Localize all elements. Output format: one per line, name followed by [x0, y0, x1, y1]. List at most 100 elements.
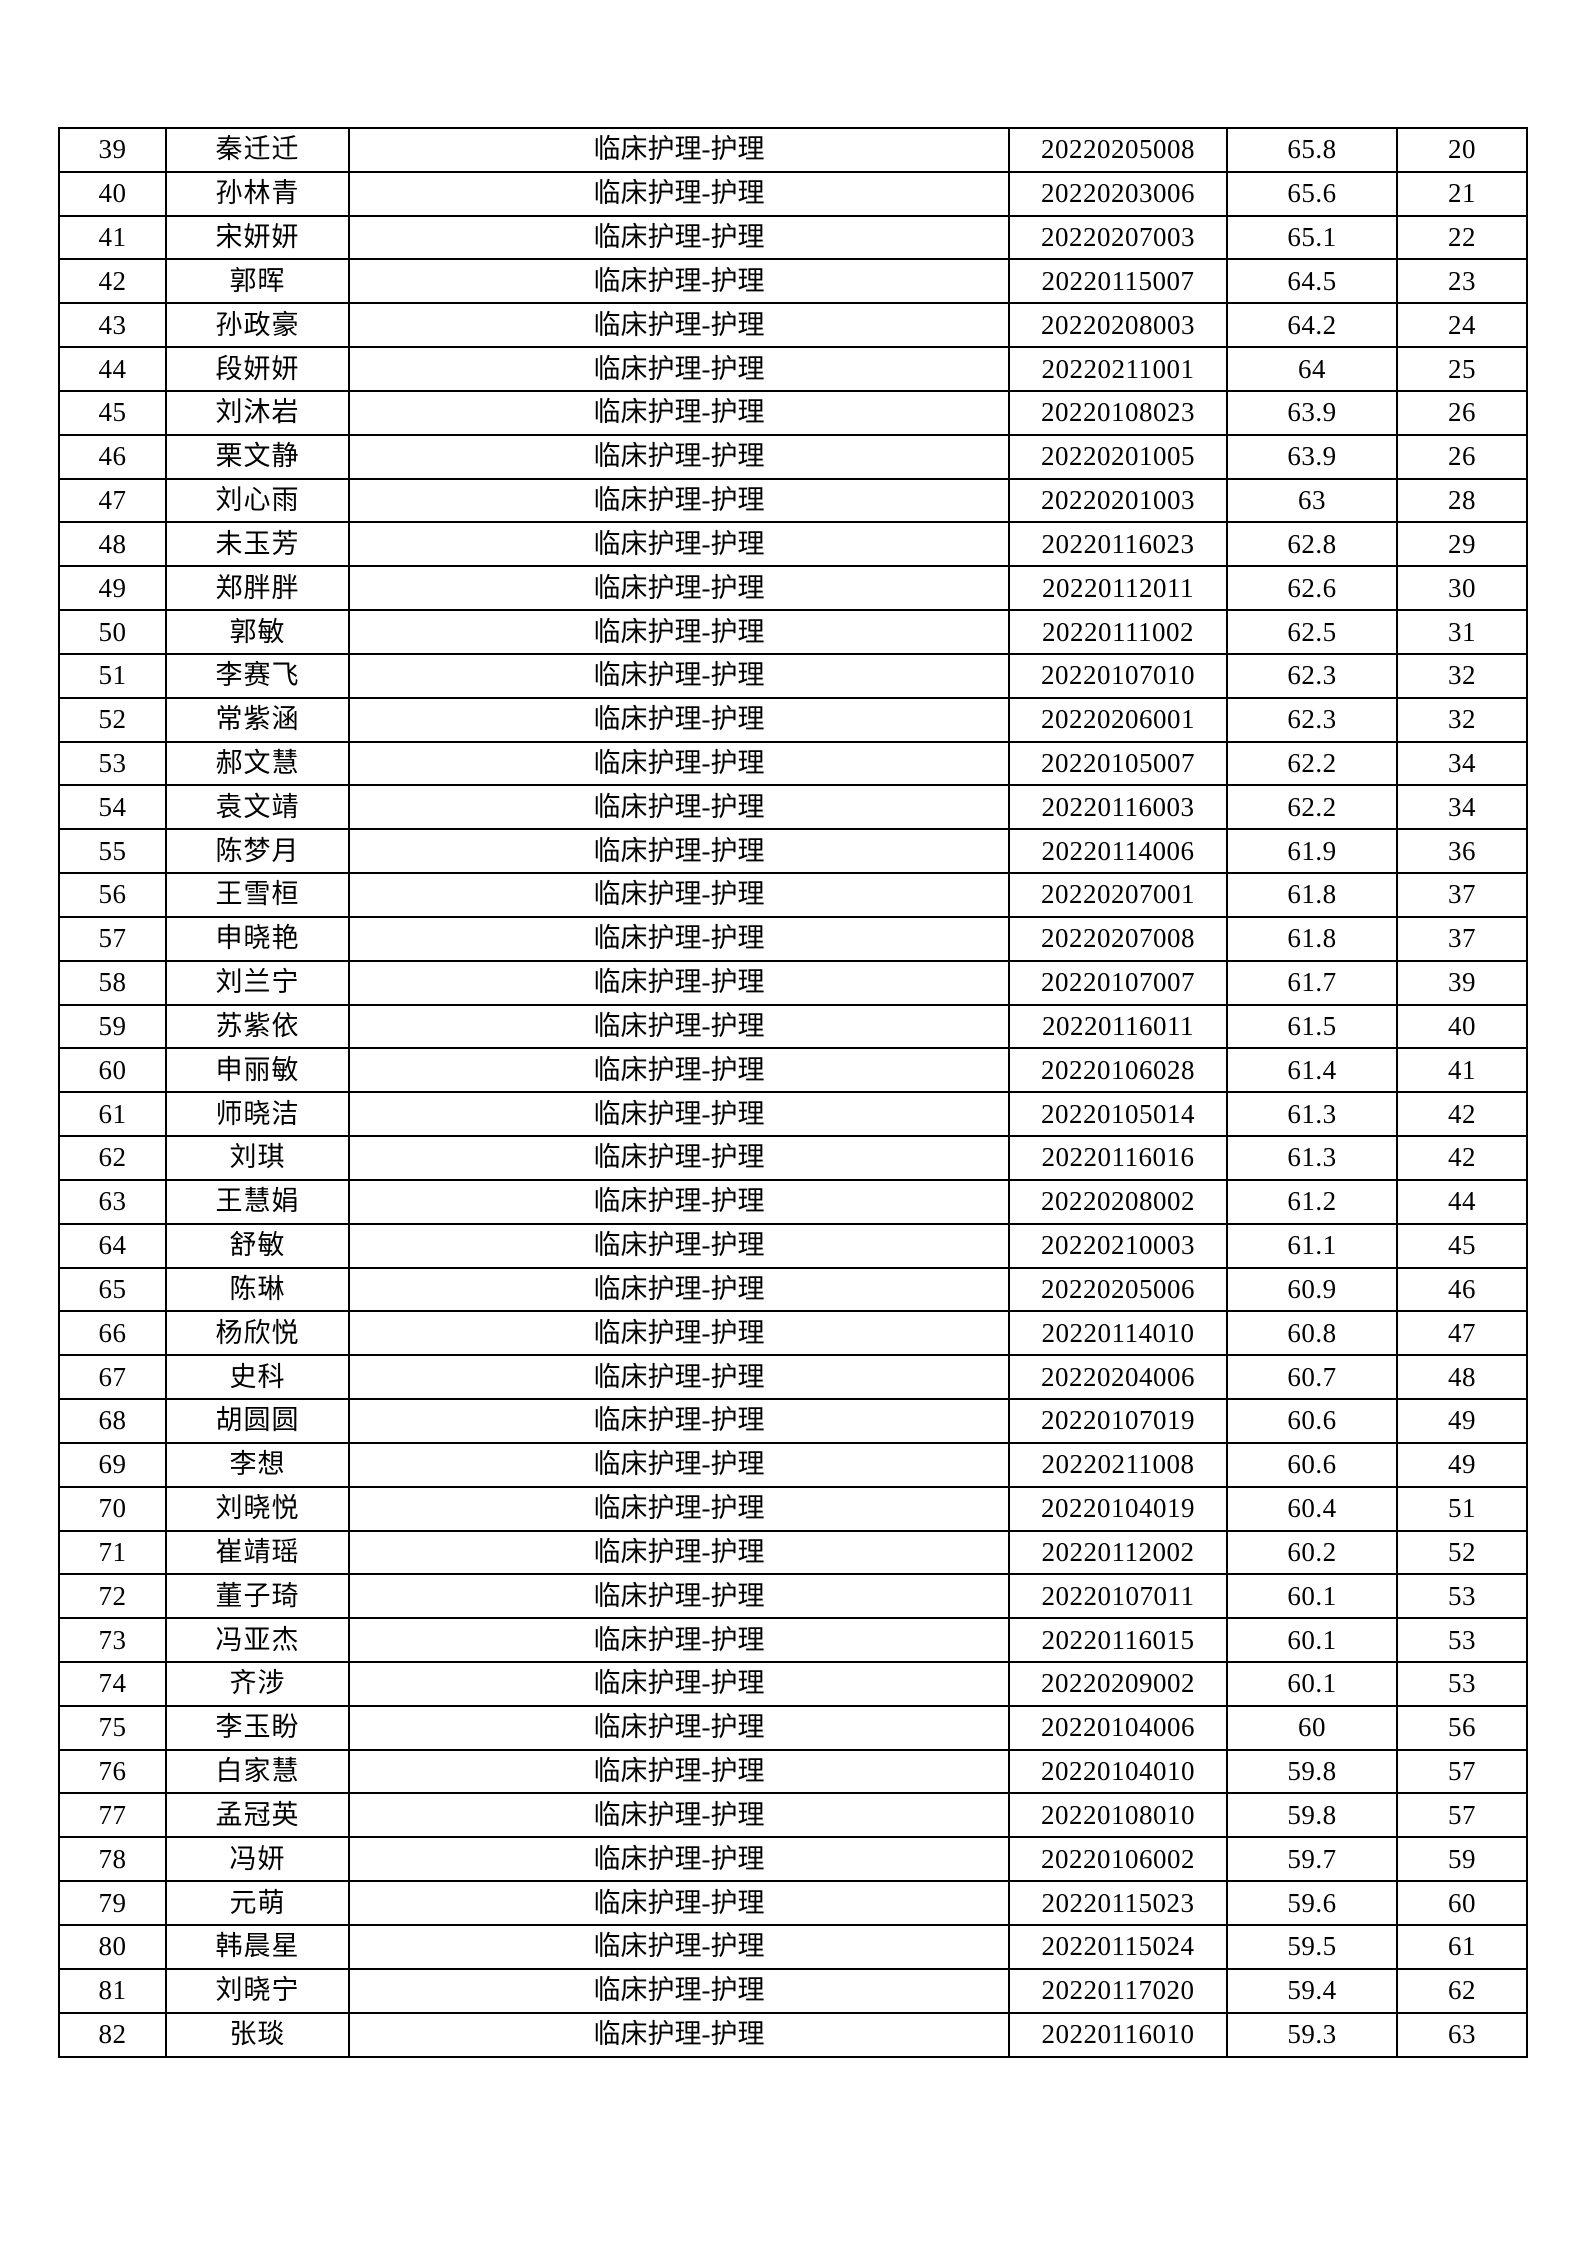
cell-no: 48: [58, 521, 167, 568]
cell-name: 孙政豪: [165, 302, 350, 349]
cell-position: 临床护理-护理: [348, 214, 1010, 261]
table-row: 41 宋妍妍 临床护理-护理 20220207003 65.1 22: [58, 214, 1528, 261]
cell-score: 64.2: [1226, 302, 1398, 349]
cell-name: 张琰: [165, 2011, 350, 2059]
cell-score: 61.5: [1226, 1003, 1398, 1050]
cell-no: 46: [58, 433, 167, 480]
cell-score: 61.4: [1226, 1047, 1398, 1094]
cell-no: 71: [58, 1529, 167, 1576]
cell-name: 申丽敏: [165, 1047, 350, 1094]
cell-exam-no: 20220106028: [1008, 1047, 1228, 1094]
cell-rank: 44: [1396, 1178, 1528, 1225]
cell-rank: 30: [1396, 565, 1528, 612]
cell-rank: 60: [1396, 1880, 1528, 1926]
cell-no: 61: [58, 1091, 167, 1138]
cell-name: 齐涉: [165, 1660, 350, 1707]
cell-rank: 34: [1396, 784, 1528, 831]
cell-score: 61.7: [1226, 959, 1398, 1006]
cell-rank: 52: [1396, 1529, 1528, 1576]
cell-name: 秦迁迁: [165, 127, 350, 173]
table-row: 74 齐涉 临床护理-护理 20220209002 60.1 53: [58, 1660, 1528, 1707]
cell-position: 临床护理-护理: [348, 1704, 1010, 1751]
cell-name: 白家慧: [165, 1748, 350, 1795]
cell-no: 57: [58, 915, 167, 962]
cell-no: 66: [58, 1310, 167, 1357]
cell-exam-no: 20220201003: [1008, 477, 1228, 524]
cell-score: 60.2: [1226, 1529, 1398, 1576]
cell-rank: 37: [1396, 872, 1528, 918]
table-row: 44 段妍妍 临床护理-护理 20220211001 64 25: [58, 346, 1528, 392]
cell-rank: 53: [1396, 1573, 1528, 1620]
cell-no: 52: [58, 696, 167, 743]
table-row: 68 胡圆圆 临床护理-护理 20220107019 60.6 49: [58, 1398, 1528, 1444]
cell-no: 76: [58, 1748, 167, 1795]
cell-position: 临床护理-护理: [348, 959, 1010, 1006]
cell-exam-no: 20220108010: [1008, 1792, 1228, 1839]
cell-position: 临床护理-护理: [348, 1310, 1010, 1357]
cell-score: 61.3: [1226, 1135, 1398, 1181]
cell-score: 62.3: [1226, 696, 1398, 743]
cell-exam-no: 20220104010: [1008, 1748, 1228, 1795]
table-row: 69 李想 临床护理-护理 20220211008 60.6 49: [58, 1441, 1528, 1488]
cell-name: 董子琦: [165, 1573, 350, 1620]
cell-position: 临床护理-护理: [348, 1836, 1010, 1883]
cell-rank: 49: [1396, 1398, 1528, 1444]
cell-name: 段妍妍: [165, 346, 350, 392]
table-row: 63 王慧娟 临床护理-护理 20220208002 61.2 44: [58, 1178, 1528, 1225]
cell-exam-no: 20220207003: [1008, 214, 1228, 261]
cell-name: 袁文靖: [165, 784, 350, 831]
cell-name: 陈梦月: [165, 828, 350, 875]
cell-no: 81: [58, 1967, 167, 2014]
table-row: 58 刘兰宁 临床护理-护理 20220107007 61.7 39: [58, 959, 1528, 1006]
cell-exam-no: 20220207001: [1008, 872, 1228, 918]
cell-no: 77: [58, 1792, 167, 1839]
cell-position: 临床护理-护理: [348, 1222, 1010, 1269]
cell-exam-no: 20220114010: [1008, 1310, 1228, 1357]
cell-position: 临床护理-护理: [348, 1485, 1010, 1532]
cell-exam-no: 20220108023: [1008, 389, 1228, 436]
table-row: 47 刘心雨 临床护理-护理 20220201003 63 28: [58, 477, 1528, 524]
cell-exam-no: 20220117020: [1008, 1967, 1228, 2014]
cell-rank: 26: [1396, 433, 1528, 480]
table-row: 66 杨欣悦 临床护理-护理 20220114010 60.8 47: [58, 1310, 1528, 1357]
table-row: 39 秦迁迁 临床护理-护理 20220205008 65.8 20: [58, 127, 1528, 173]
table-row: 54 袁文靖 临床护理-护理 20220116003 62.2 34: [58, 784, 1528, 831]
cell-score: 62.3: [1226, 652, 1398, 699]
cell-name: 未玉芳: [165, 521, 350, 568]
score-ranking-table: 39 秦迁迁 临床护理-护理 20220205008 65.8 20 40 孙林青 临床护理-护…: [58, 127, 1528, 2059]
cell-no: 39: [58, 127, 167, 173]
cell-score: 61.8: [1226, 915, 1398, 962]
cell-score: 60.1: [1226, 1573, 1398, 1620]
cell-position: 临床护理-护理: [348, 696, 1010, 743]
cell-position: 临床护理-护理: [348, 433, 1010, 480]
cell-name: 李想: [165, 1441, 350, 1488]
cell-position: 临床护理-护理: [348, 1792, 1010, 1839]
cell-name: 冯亚杰: [165, 1617, 350, 1663]
table-row: 45 刘沐岩 临床护理-护理 20220108023 63.9 26: [58, 389, 1528, 436]
cell-exam-no: 20220204006: [1008, 1354, 1228, 1401]
cell-no: 63: [58, 1178, 167, 1225]
cell-exam-no: 20220107010: [1008, 652, 1228, 699]
cell-score: 60.6: [1226, 1441, 1398, 1488]
cell-rank: 57: [1396, 1792, 1528, 1839]
cell-name: 郝文慧: [165, 740, 350, 787]
cell-score: 59.6: [1226, 1880, 1398, 1926]
cell-position: 临床护理-护理: [348, 1748, 1010, 1795]
cell-no: 56: [58, 872, 167, 918]
cell-score: 60: [1226, 1704, 1398, 1751]
cell-exam-no: 20220104006: [1008, 1704, 1228, 1751]
cell-no: 49: [58, 565, 167, 612]
cell-rank: 49: [1396, 1441, 1528, 1488]
cell-exam-no: 20220115023: [1008, 1880, 1228, 1926]
table-row: 53 郝文慧 临床护理-护理 20220105007 62.2 34: [58, 740, 1528, 787]
cell-rank: 63: [1396, 2011, 1528, 2059]
cell-no: 43: [58, 302, 167, 349]
cell-rank: 28: [1396, 477, 1528, 524]
cell-position: 临床护理-护理: [348, 740, 1010, 787]
cell-rank: 53: [1396, 1617, 1528, 1663]
cell-name: 陈琳: [165, 1266, 350, 1313]
cell-score: 60.4: [1226, 1485, 1398, 1532]
cell-no: 79: [58, 1880, 167, 1926]
cell-rank: 45: [1396, 1222, 1528, 1269]
cell-rank: 36: [1396, 828, 1528, 875]
